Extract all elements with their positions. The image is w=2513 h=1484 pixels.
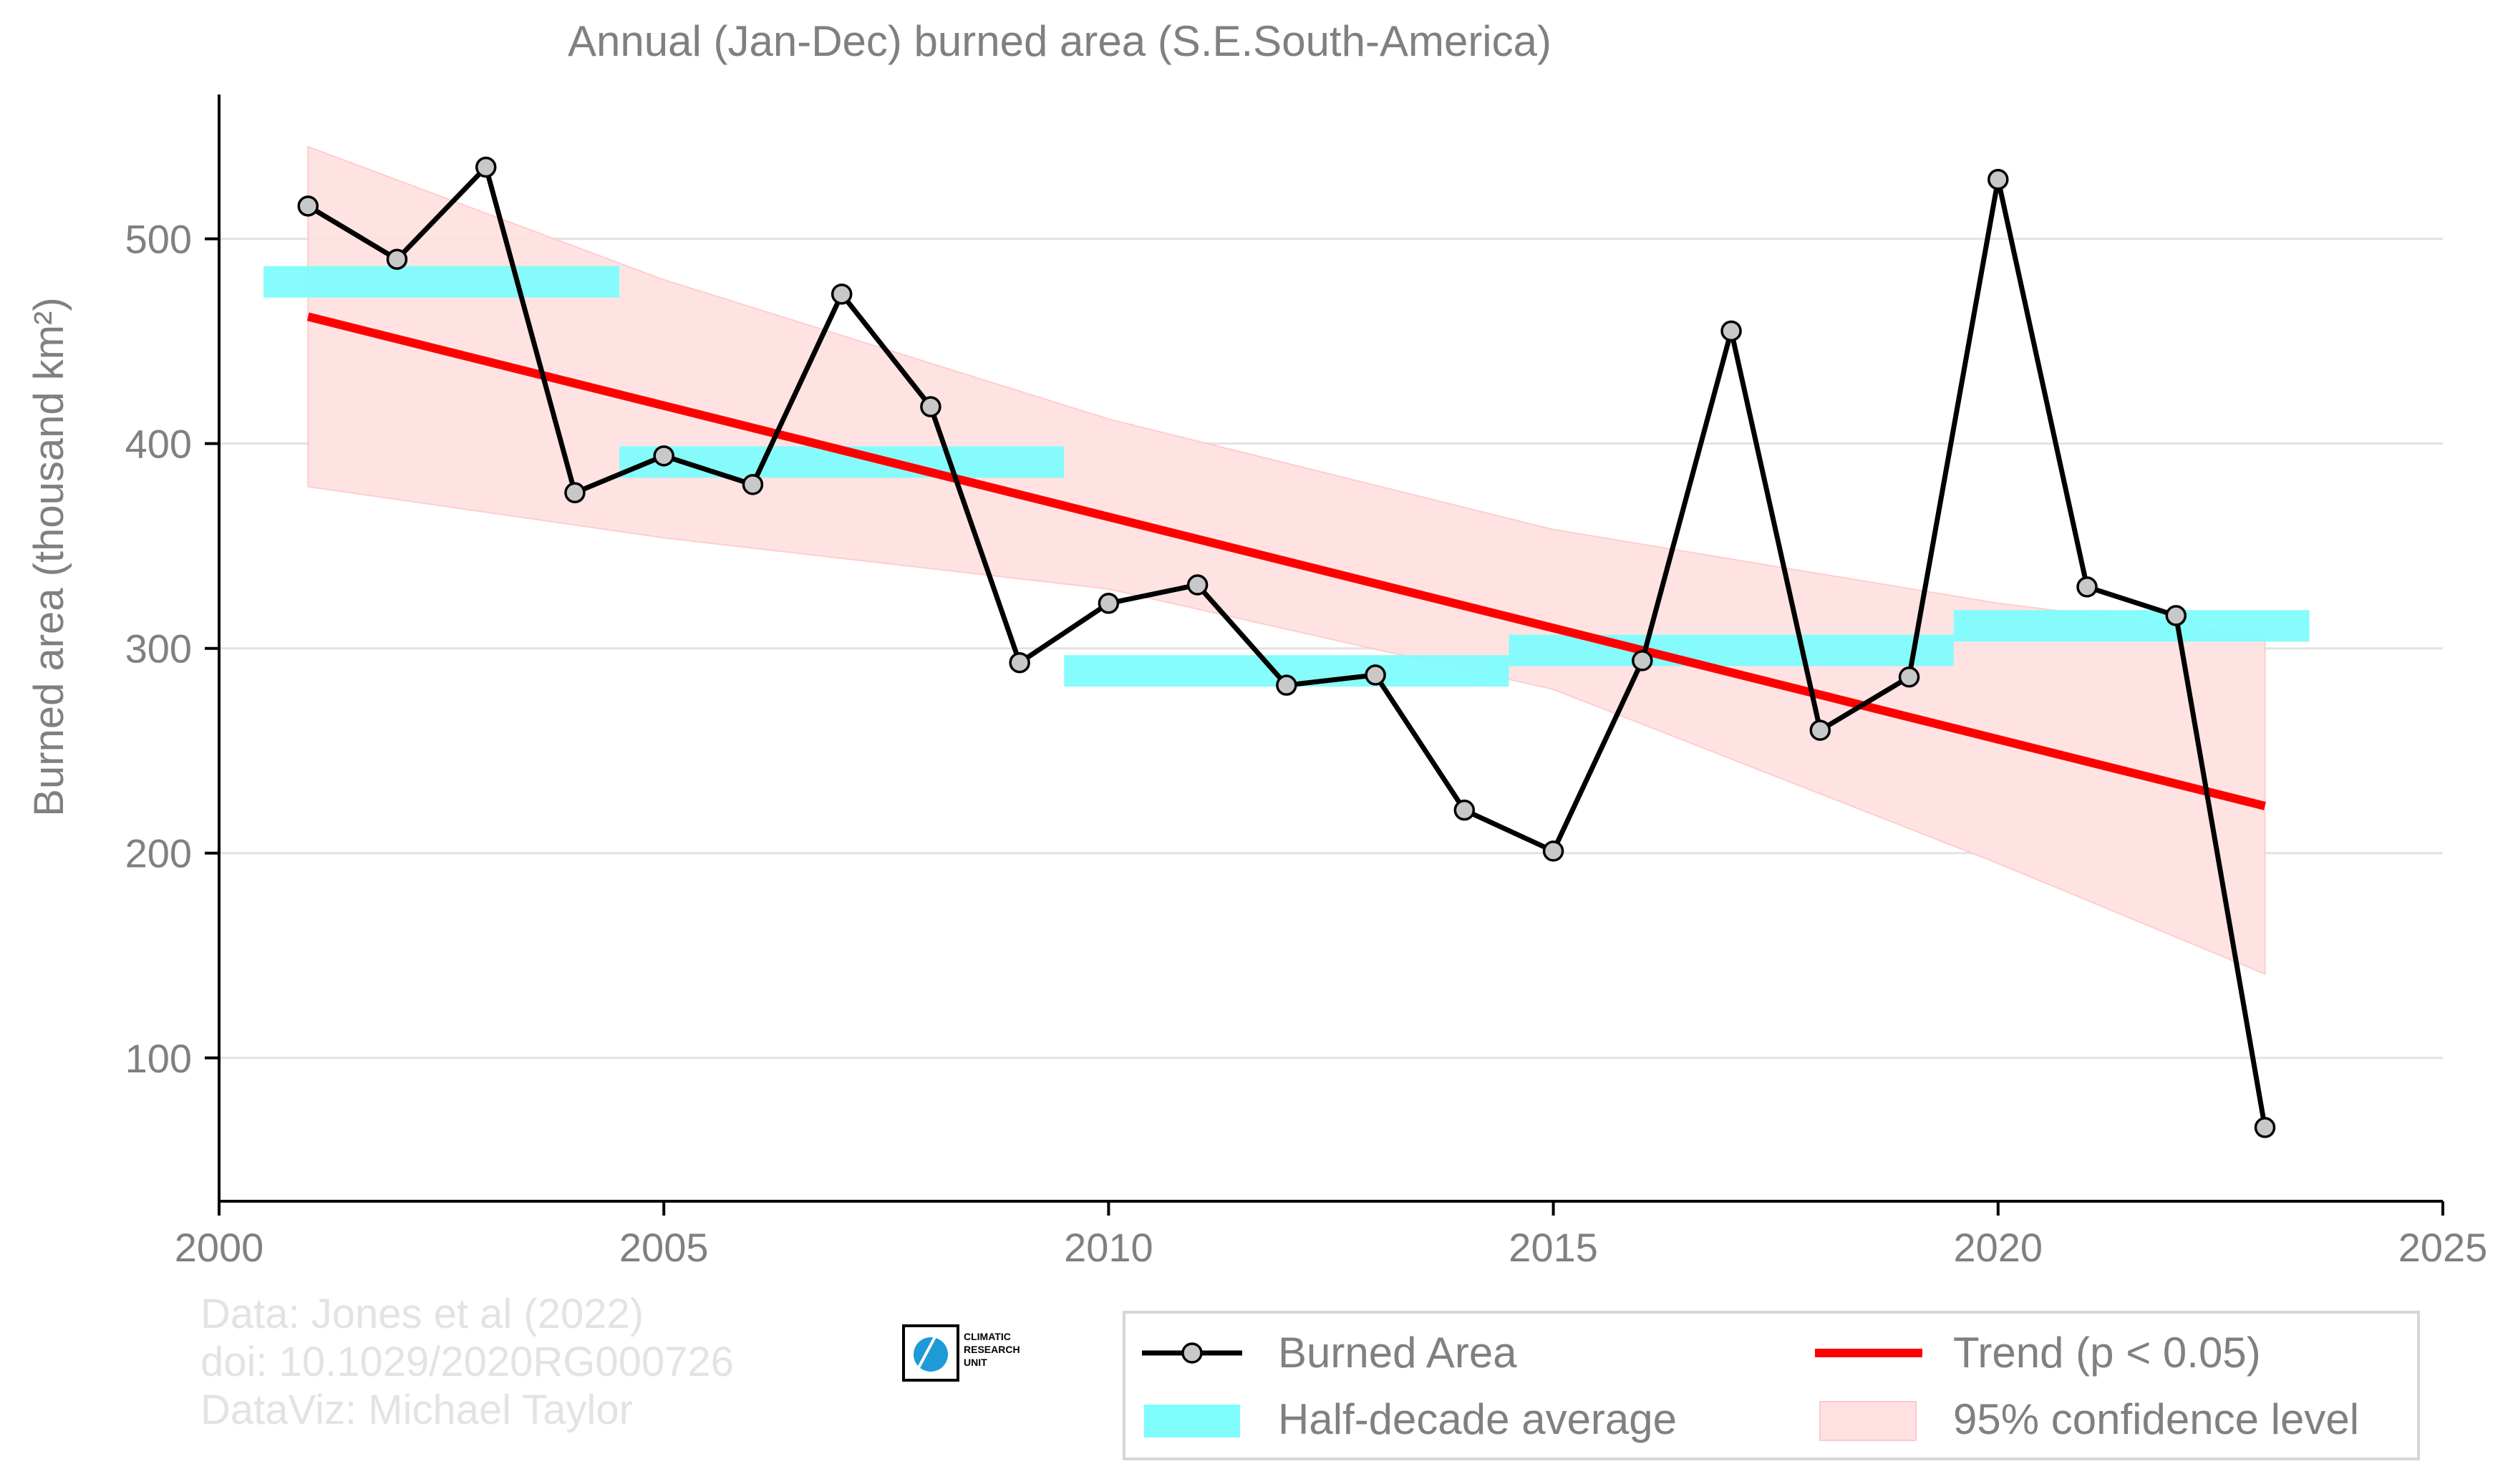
y-tick-label-200: 200 (125, 831, 192, 876)
data-point-2011 (1186, 574, 1209, 596)
logo-text-2: RESEARCH (964, 1344, 1020, 1355)
data-point-2020 (1987, 168, 2009, 190)
half-decade-bar-4 (1953, 610, 2310, 642)
x-tick-label-2020: 2020 (1954, 1225, 2043, 1270)
trend-layer (306, 312, 2266, 810)
chart-title: Annual (Jan-Dec) burned area (S.E.South-… (568, 17, 1551, 65)
legend-confidence-swatch (1819, 1401, 1917, 1441)
y-tick-label-500: 500 (125, 217, 192, 262)
credit-dataviz: DataViz: Michael Taylor (200, 1387, 633, 1433)
x-tick-label-2015: 2015 (1509, 1225, 1598, 1270)
legend-label-trend: Trend (p < 0.05) (1953, 1329, 2261, 1377)
credit-doi: doi: 10.1029/2020RG000726 (200, 1339, 734, 1385)
legend-label-confidence: 95% confidence level (1953, 1395, 2359, 1443)
x-tick-label-2000: 2000 (175, 1225, 264, 1270)
data-point-2005 (653, 445, 674, 467)
data-point-2003 (475, 156, 497, 178)
y-tick-label-300: 300 (125, 626, 192, 671)
x-tick-label-2005: 2005 (619, 1225, 709, 1270)
trend-line (306, 312, 2266, 810)
data-point-2018 (1809, 719, 1831, 741)
half-decade-bar-3 (1509, 634, 1954, 666)
legend-label-burned-area: Burned Area (1278, 1329, 1517, 1377)
axes: 100 200 300 400 500 2000 2005 2010 2015 2020 2025 (125, 94, 2488, 1270)
data-point-2010 (1098, 593, 1120, 614)
data-point-2002 (386, 248, 408, 270)
data-point-2022 (2165, 605, 2187, 626)
data-point-2007 (831, 283, 853, 305)
data-point-2001 (297, 195, 319, 217)
data-point-2015 (1542, 840, 1564, 862)
y-tick-label-100: 100 (125, 1036, 192, 1081)
data-point-2004 (564, 482, 586, 504)
x-tick-label-2025: 2025 (2398, 1225, 2488, 1270)
data-point-2021 (2076, 576, 2098, 598)
cru-logo: CLIMATIC RESEARCH UNIT (902, 1324, 1020, 1382)
legend: Burned Area Trend (p < 0.05) Half-decade… (1123, 1311, 2420, 1460)
data-point-2012 (1276, 674, 1297, 696)
y-tick-label-400: 400 (125, 422, 192, 467)
data-point-2019 (1898, 666, 1920, 688)
legend-box (1123, 1311, 2420, 1460)
data-point-2009 (1009, 651, 1030, 674)
legend-label-half-decade: Half-decade average (1278, 1395, 1677, 1443)
data-point-2017 (1720, 320, 1742, 342)
half-decade-bar-0 (263, 266, 620, 298)
data-point-2013 (1365, 664, 1386, 686)
data-point-2014 (1453, 799, 1476, 821)
logo-slash (914, 1331, 939, 1375)
x-tick-label-2010: 2010 (1064, 1225, 1153, 1270)
data-point-2023 (2254, 1117, 2276, 1138)
data-point-2006 (742, 474, 764, 495)
credits: Data: Jones et al (2022) doi: 10.1029/20… (200, 1291, 734, 1433)
logo-text-3: UNIT (964, 1357, 987, 1368)
credit-data: Data: Jones et al (2022) (200, 1291, 644, 1337)
legend-half-decade-swatch (1144, 1405, 1240, 1437)
y-axis-label: Burned area (thousand km²) (26, 297, 72, 816)
logo-frame (902, 1324, 959, 1382)
burned-area-series-layer (297, 156, 2276, 1138)
data-point-2008 (920, 396, 941, 417)
logo-text-1: CLIMATIC (964, 1331, 1011, 1342)
legend-burned-area-marker (1181, 1342, 1203, 1364)
data-point-2016 (1632, 650, 1653, 671)
